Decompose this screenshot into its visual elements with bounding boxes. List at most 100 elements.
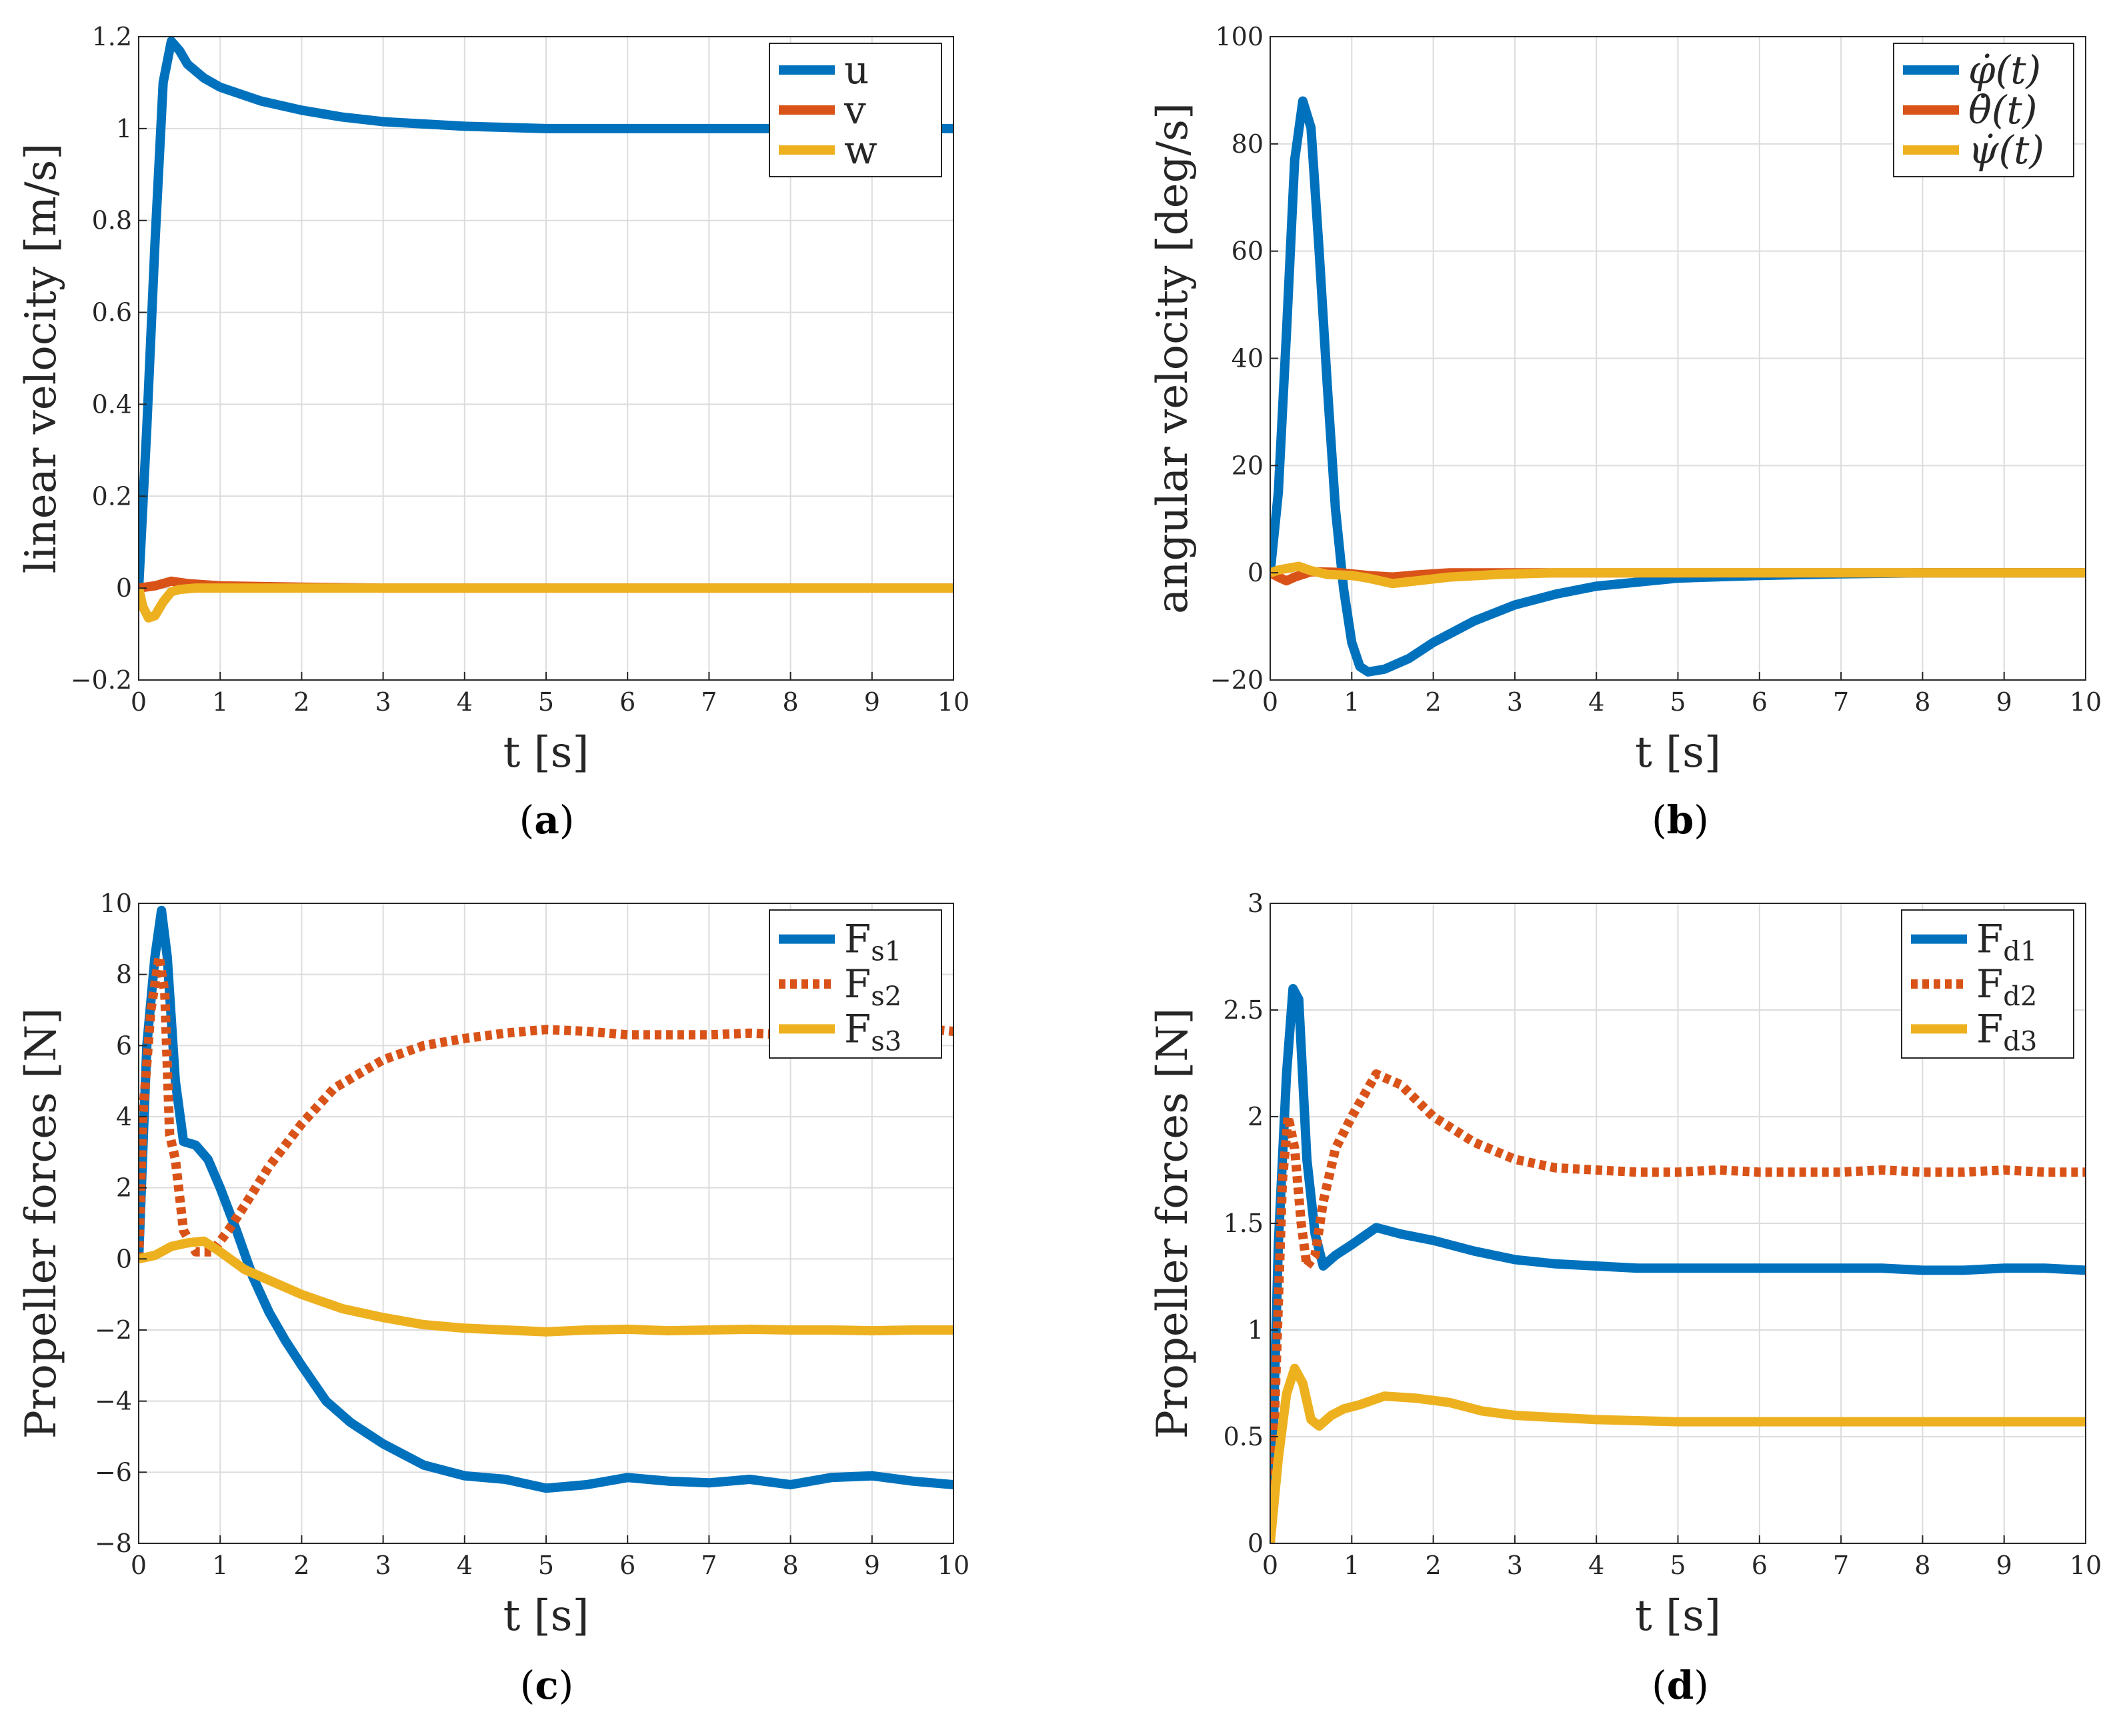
x-tick-label: 2 xyxy=(293,687,309,717)
series-line-Fd3 xyxy=(1270,1363,2086,1543)
y-tick-label: 8 xyxy=(116,960,132,989)
x-tick-label: 6 xyxy=(619,687,635,717)
x-tick-label: 0 xyxy=(1262,687,1278,717)
x-tick-label: 2 xyxy=(1426,687,1442,717)
legend-label-Fs1: Fs1 xyxy=(844,917,901,967)
legend-label-u: u xyxy=(844,47,869,93)
y-tick-label: 100 xyxy=(1215,22,1264,51)
y-axis-label: angular velocity [deg/s] xyxy=(1148,103,1198,614)
y-tick-label: 1.5 xyxy=(1224,1209,1264,1238)
panel-caption: (c) xyxy=(520,1663,574,1708)
x-tick-label: 1 xyxy=(1344,1551,1360,1580)
series-group xyxy=(1270,984,2086,1543)
series-line-Fs3 xyxy=(139,1236,953,1337)
x-axis-label: t [s] xyxy=(1635,1591,1721,1641)
y-tick-label: −0.2 xyxy=(71,665,132,695)
legend: φ̇(t)θ̇(t)ψ̇(t) xyxy=(1893,43,2074,177)
x-tick-label: 8 xyxy=(783,1551,799,1580)
y-tick-label: 1 xyxy=(116,114,132,143)
y-axis-label: linear velocity [m/s] xyxy=(17,143,66,574)
y-tick-label: 0 xyxy=(116,1244,132,1273)
x-tick-label: 4 xyxy=(457,687,473,717)
x-tick-label: 6 xyxy=(1752,687,1768,717)
y-tick-label: 1 xyxy=(1248,1315,1264,1345)
x-tick-label: 2 xyxy=(293,1551,309,1580)
series-group xyxy=(1270,96,2086,677)
y-tick-label: 0.8 xyxy=(92,206,132,235)
x-tick-label: 9 xyxy=(1996,1551,2012,1580)
legend: uvw xyxy=(769,43,942,177)
x-tick-label: 7 xyxy=(701,1551,717,1580)
x-tick-label: 10 xyxy=(2070,687,2102,717)
x-tick-label: 4 xyxy=(1588,1551,1604,1580)
x-tick-label: 0 xyxy=(131,1551,147,1580)
x-tick-label: 5 xyxy=(1670,1551,1686,1580)
x-tick-label: 10 xyxy=(937,687,969,717)
x-tick-label: 6 xyxy=(619,1551,635,1580)
x-tick-label: 3 xyxy=(1507,687,1523,717)
x-tick-label: 5 xyxy=(538,1551,554,1580)
y-tick-label: 80 xyxy=(1232,129,1264,159)
y-tick-label: 60 xyxy=(1232,237,1264,266)
panel-a: 0 1 2 3 4 5 6 7 8 9 10−0.200.20.40.60.811.2t [s]li… xyxy=(17,22,969,843)
x-tick-label: 7 xyxy=(1833,1551,1849,1580)
panel-caption: (b) xyxy=(1652,797,1709,843)
y-tick-label: 2 xyxy=(1248,1102,1264,1131)
y-tick-label: −2 xyxy=(95,1315,132,1345)
x-tick-label: 7 xyxy=(1833,687,1849,717)
x-tick-label: 3 xyxy=(375,687,391,717)
y-tick-label: 0 xyxy=(116,573,132,603)
x-tick-label: 10 xyxy=(937,1551,969,1580)
x-tick-label: 9 xyxy=(864,687,880,717)
legend-label-theta_dot: θ̇(t) xyxy=(1968,87,2037,133)
series-group xyxy=(139,37,953,623)
y-tick-label: 0.6 xyxy=(92,298,132,327)
legend-label-psi_dot: ψ̇(t) xyxy=(1968,127,2044,173)
y-tick-label: 2 xyxy=(116,1173,132,1203)
legend-label-v: v xyxy=(843,87,866,133)
panel-caption: (a) xyxy=(519,797,575,843)
x-tick-label: 3 xyxy=(375,1551,391,1580)
x-tick-label: 5 xyxy=(538,687,554,717)
y-tick-label: 0.5 xyxy=(1224,1422,1264,1451)
y-tick-label: 20 xyxy=(1232,451,1264,480)
y-tick-label: −8 xyxy=(95,1529,132,1558)
y-tick-label: 0 xyxy=(1248,1529,1264,1558)
x-tick-label: 10 xyxy=(2070,1551,2102,1580)
series-line-Fs1 xyxy=(139,905,953,1493)
y-tick-label: 4 xyxy=(116,1102,132,1131)
x-tick-label: 1 xyxy=(212,687,228,717)
series-line-Fd2 xyxy=(1270,1069,2086,1543)
legend-label-Fs3: Fs3 xyxy=(844,1006,901,1057)
series-group xyxy=(139,905,953,1493)
legend-label-Fd3: Fd3 xyxy=(1976,1006,2037,1057)
x-tick-label: 4 xyxy=(457,1551,473,1580)
x-tick-label: 9 xyxy=(864,1551,880,1580)
y-tick-label: 40 xyxy=(1232,344,1264,373)
series-line-psi_dot xyxy=(1270,561,2086,589)
y-tick-label: −6 xyxy=(95,1457,132,1487)
series-line-Fs2 xyxy=(139,952,953,1259)
x-tick-label: 0 xyxy=(1262,1551,1278,1580)
x-tick-label: 9 xyxy=(1996,687,2012,717)
y-tick-label: 0.4 xyxy=(92,389,132,419)
y-tick-label: −4 xyxy=(95,1387,132,1416)
x-tick-label: 3 xyxy=(1507,1551,1523,1580)
y-axis-label: Propeller forces [N] xyxy=(17,1008,66,1439)
y-tick-label: 10 xyxy=(100,889,132,918)
y-tick-label: 0.2 xyxy=(92,481,132,511)
x-tick-label: 2 xyxy=(1426,1551,1442,1580)
series-line-u xyxy=(139,37,953,589)
panel-c: 0 1 2 3 4 5 6 7 8 9 10 −8 −6 −4 −2 0 2 4 6 8 10 t [s] Propelle… xyxy=(17,889,969,1708)
x-axis-label: t [s] xyxy=(503,728,589,777)
y-tick-label: 2.5 xyxy=(1224,995,1264,1025)
x-tick-label: 7 xyxy=(701,687,717,717)
legend-label-w: w xyxy=(844,127,877,173)
x-tick-label: 6 xyxy=(1752,1551,1768,1580)
legend-label-Fd1: Fd1 xyxy=(1976,917,2037,967)
